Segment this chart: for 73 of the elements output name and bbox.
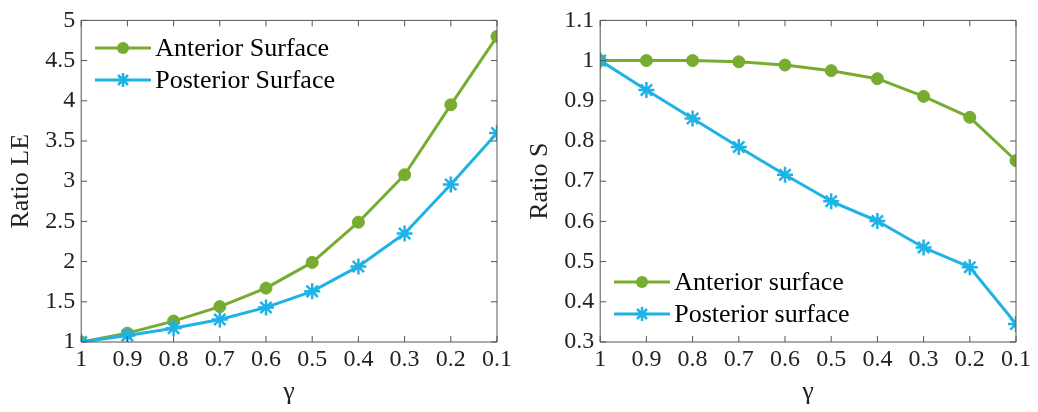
x-tick-label: 0.1	[482, 344, 512, 371]
point	[349, 257, 368, 276]
y-tick-label: 1	[63, 327, 76, 354]
point	[732, 55, 746, 69]
y-tick-label: 1.1	[564, 5, 595, 32]
y-tick-label: 0.4	[564, 287, 595, 314]
y-tick-label: 1.5	[45, 287, 76, 314]
x-tick-label: 0.3	[908, 344, 939, 371]
y-tick-label: 1	[582, 45, 595, 72]
y-tick-label: 0.9	[564, 86, 595, 113]
x-tick-label: 0.5	[816, 344, 847, 371]
x-tick-label: 0.6	[770, 344, 800, 371]
x-tick-label: 0.2	[435, 344, 466, 371]
point	[868, 211, 887, 231]
y-tick-label: 0.6	[564, 206, 595, 233]
x-tick-label: 0.4	[343, 344, 374, 371]
y-tick-label: 4.5	[45, 45, 76, 72]
point	[395, 224, 414, 243]
x-tick-label: 0.9	[631, 344, 662, 371]
legend-label: Posterior surface	[674, 298, 850, 330]
point	[775, 165, 795, 185]
point	[870, 72, 884, 86]
point	[351, 215, 365, 229]
y-tick-label: 0.7	[564, 166, 595, 193]
x-axis-title: γ	[282, 376, 295, 406]
y-tick-label: 2	[63, 246, 76, 273]
point	[821, 192, 841, 211]
point	[256, 298, 276, 317]
x-tick-label: 0.2	[954, 344, 985, 371]
x-tick-label: 0.5	[297, 344, 328, 371]
point	[213, 300, 227, 314]
x-tick-label: 0.7	[204, 344, 235, 371]
y-tick-label: 0.3	[564, 327, 595, 354]
x-tick-label: 0.8	[158, 344, 189, 371]
y-tick-label: 4	[63, 86, 76, 113]
point	[914, 238, 933, 257]
y-tick-label: 0.8	[564, 126, 595, 153]
point	[686, 54, 700, 68]
point	[444, 98, 458, 112]
y-tick-label: 0.5	[564, 246, 595, 273]
point	[960, 257, 980, 277]
point	[824, 64, 838, 78]
point	[683, 109, 702, 128]
point	[441, 175, 461, 194]
x-tick-label: 0.9	[112, 344, 143, 371]
point	[729, 137, 749, 157]
x-tick-label: 0.8	[677, 344, 708, 371]
point	[778, 58, 792, 72]
point	[963, 110, 977, 124]
point	[305, 255, 319, 269]
y-tick-label: 5	[63, 5, 76, 32]
x-tick-label: 0.7	[723, 344, 754, 371]
x-tick-label: 0.3	[389, 344, 420, 371]
legend-label: Anterior surface	[674, 266, 844, 298]
point	[210, 310, 230, 329]
point	[398, 168, 412, 182]
point	[917, 89, 931, 103]
x-tick-label: 0.4	[862, 344, 893, 371]
x-tick-label: 0.6	[251, 344, 281, 371]
y-axis-title: Ratio LE	[5, 133, 35, 229]
y-tick-label: 3	[63, 166, 76, 193]
point	[639, 54, 653, 68]
point	[259, 281, 273, 295]
legend-label: Posterior Surface	[155, 64, 335, 97]
point	[637, 80, 656, 100]
legend-label: Anterior Surface	[155, 32, 330, 65]
y-tick-label: 3.5	[45, 126, 76, 153]
y-tick-label: 2.5	[45, 206, 76, 233]
point	[164, 319, 183, 338]
y-axis-title: Ratio S	[524, 142, 554, 220]
x-tick-label: 0.1	[1001, 344, 1031, 371]
x-axis-title: γ	[801, 376, 814, 406]
point	[302, 282, 322, 301]
